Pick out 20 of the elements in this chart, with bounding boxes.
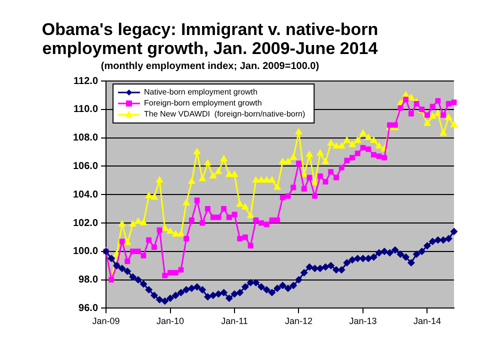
x-tick-label: Jan-09 (92, 316, 120, 326)
legend-label: The New VDAWDI (foreign-born/native-born) (144, 110, 306, 119)
y-tick-label: 108.0 (72, 132, 98, 144)
legend-label: Native-born employment growth (144, 88, 258, 97)
y-tick-label: 110.0 (74, 104, 98, 116)
x-tick-label: Jan-14 (413, 316, 441, 326)
y-tick-label: 112.0 (74, 76, 98, 87)
x-tick-label: Jan-11 (221, 316, 248, 326)
y-tick-label: 96.0 (78, 302, 98, 314)
legend-label: Foreign-born employment growth (144, 98, 262, 108)
y-tick-label: 106.0 (72, 160, 98, 172)
y-tick-label: 104.0 (72, 189, 98, 200)
x-tick-label: Jan-13 (349, 316, 377, 326)
y-tick-label: 102.0 (72, 218, 98, 229)
y-tick-label: 100.0 (72, 246, 98, 258)
y-tick-label: 98.0 (78, 274, 98, 286)
chart-subtitle: (monthly employment index; Jan. 2009=100.0) (100, 61, 320, 72)
x-tick-label: Jan-12 (284, 316, 313, 326)
x-tick-label: Jan-10 (156, 316, 184, 326)
chart-title: Obama's legacy: Immigrant v. native-born employment growth, Jan. 2009-June 2014 (40, 20, 380, 58)
